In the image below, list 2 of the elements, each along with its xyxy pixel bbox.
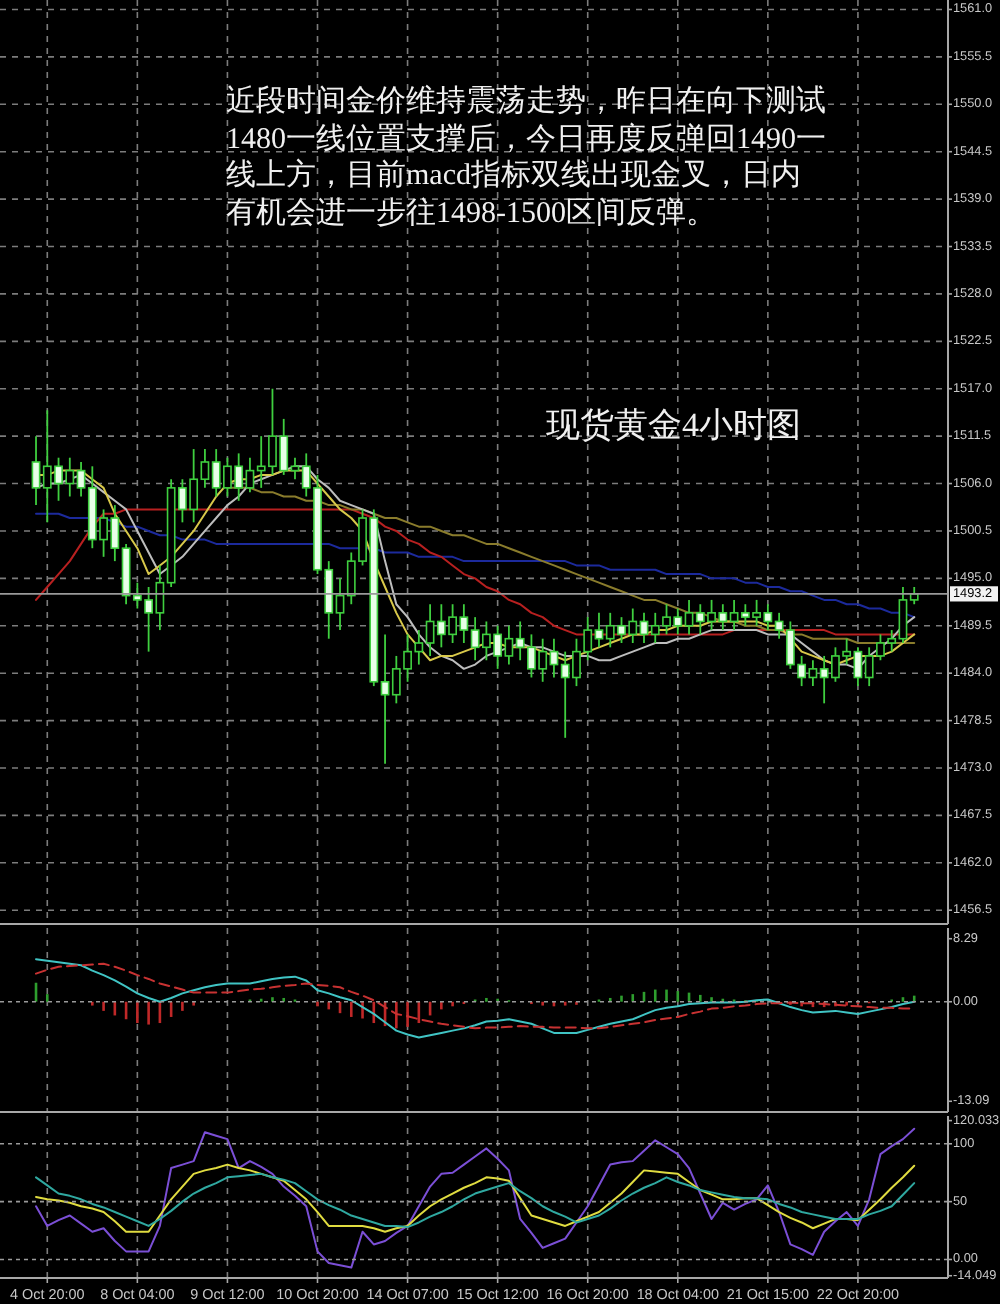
annotation: 现货黄金4小时图 — [546, 404, 803, 448]
annotation: 近段时间金价维持震荡走势，昨日在向下测试1480一线位置支撑后，今日再度反弹回1490一线上方，目前macd指标双线出现金叉，日内有机会进一步往1498-1500区间反弹。 — [226, 84, 828, 233]
